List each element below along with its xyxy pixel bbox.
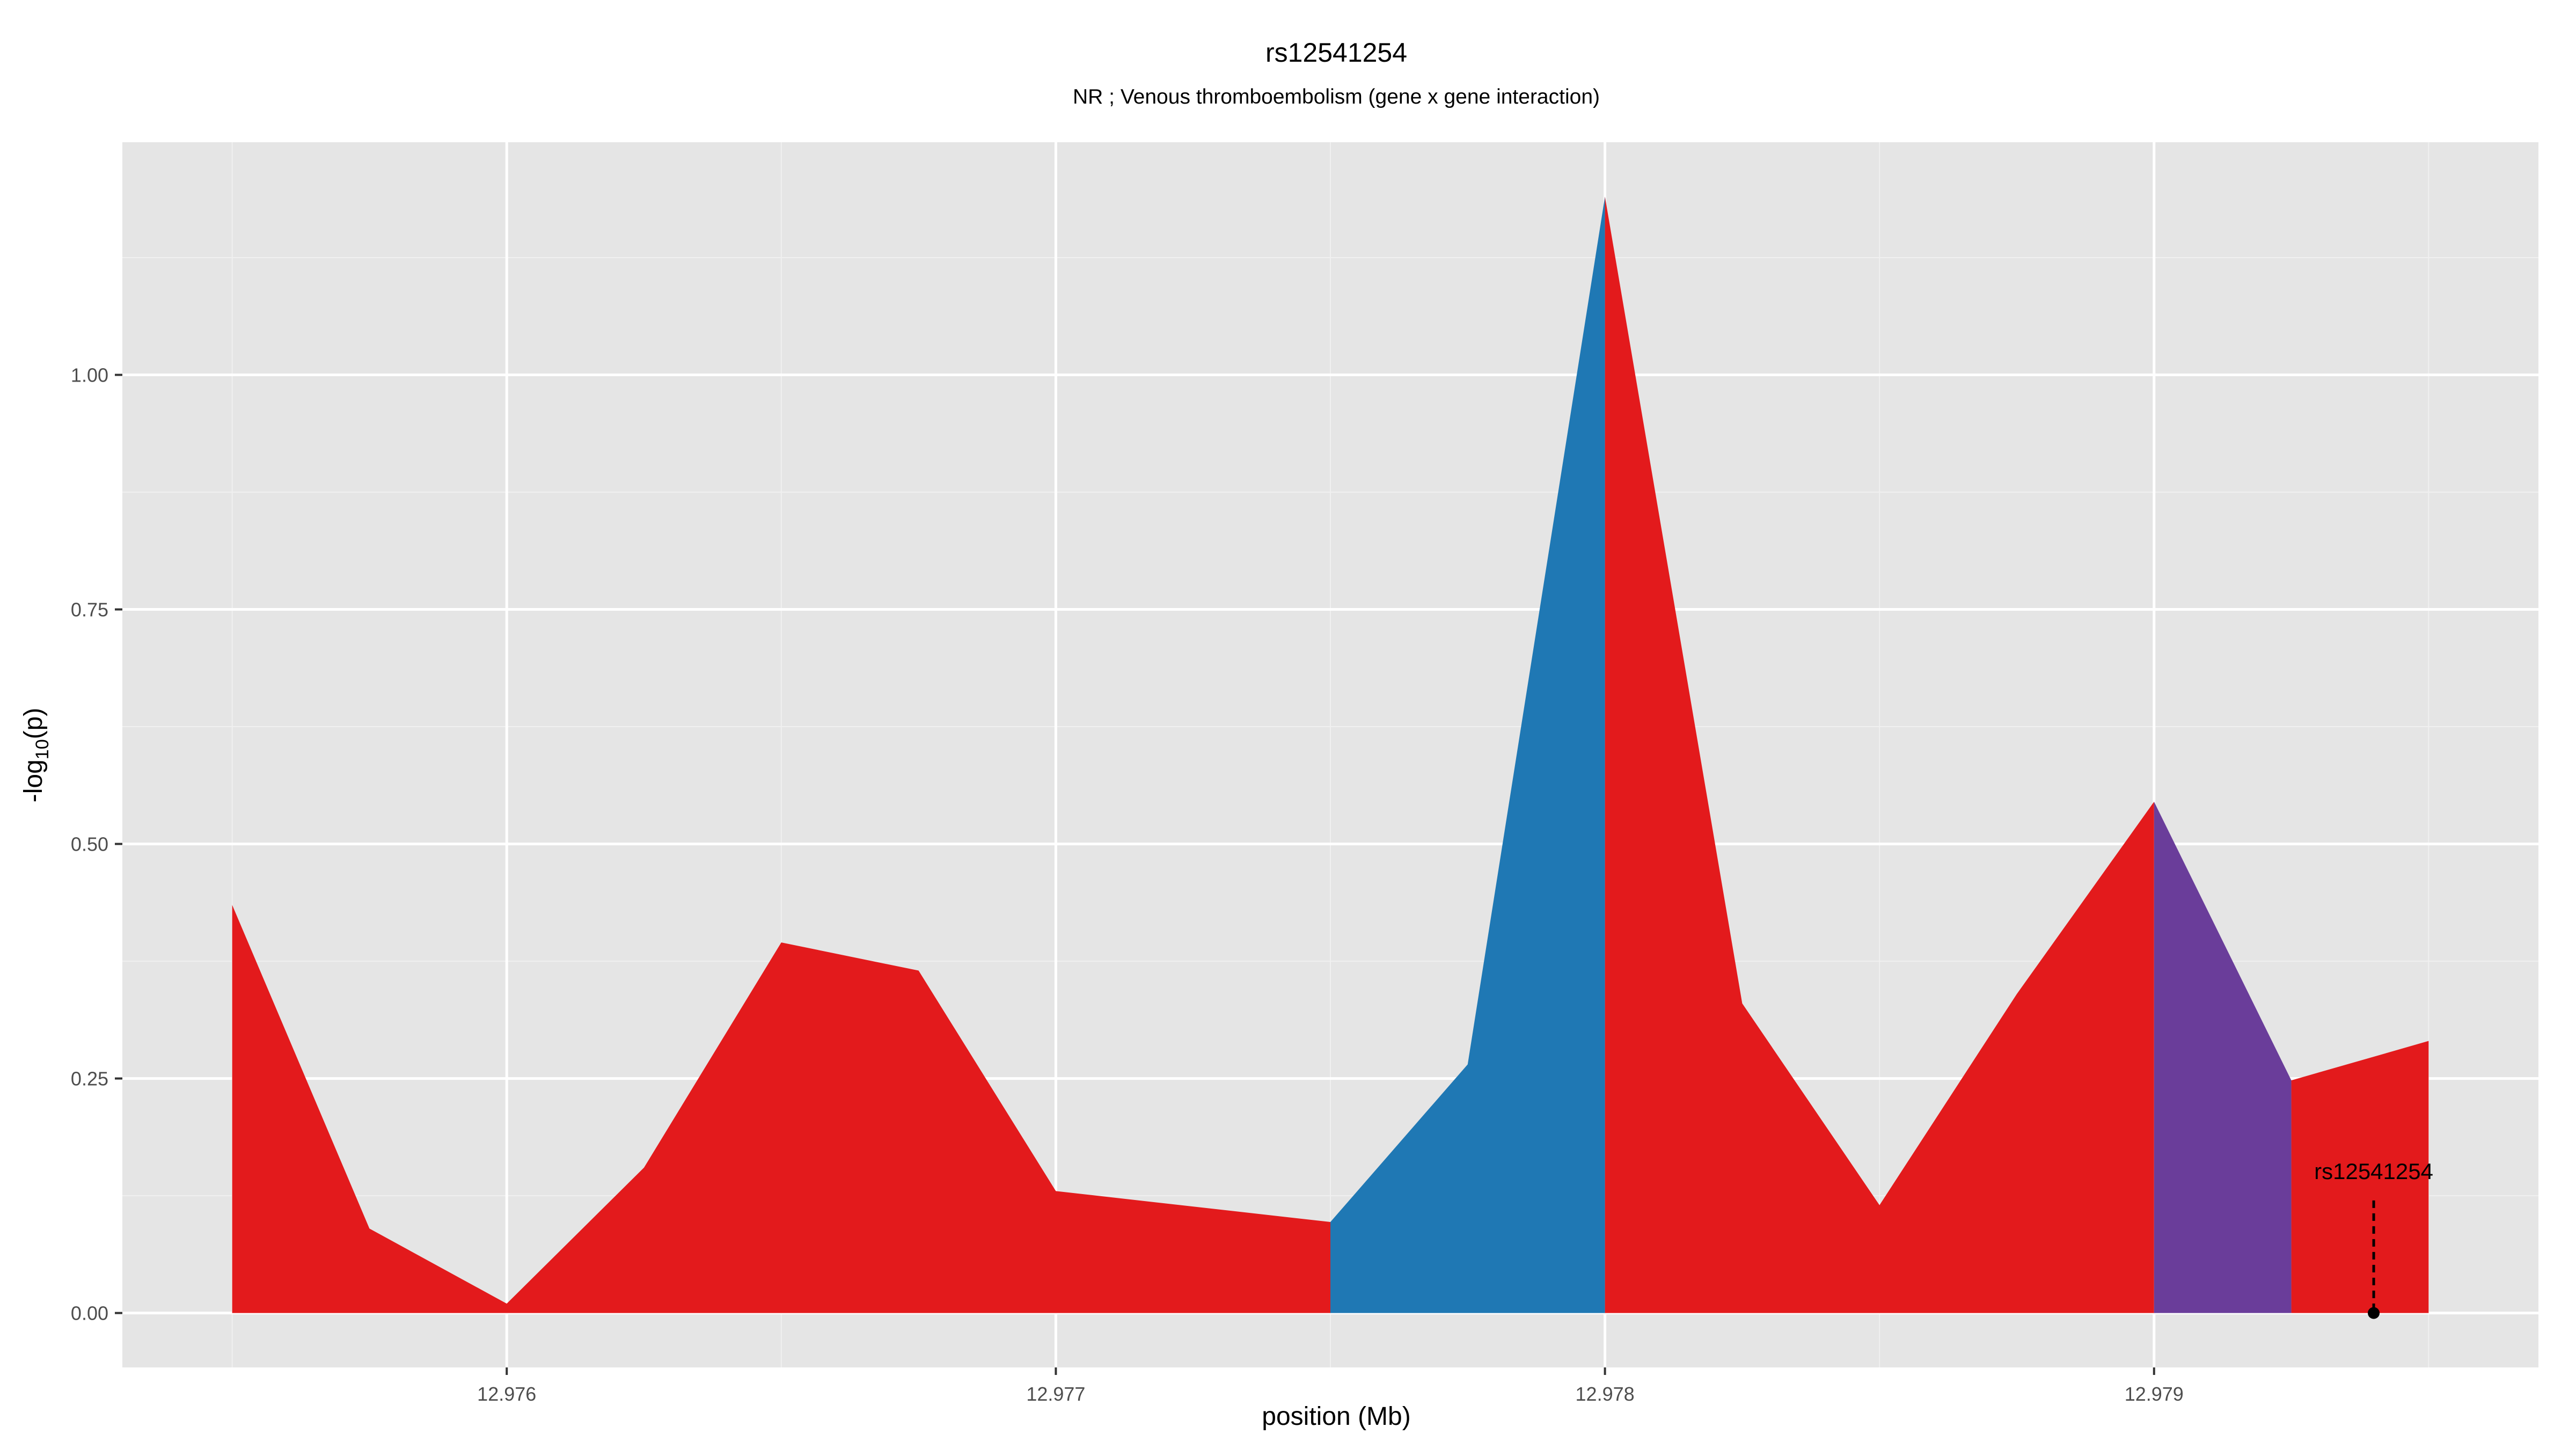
y-axis-title-prefix: -log <box>19 759 48 802</box>
area-segment-red <box>232 905 1330 1313</box>
y-axis-title-subscript: 10 <box>32 739 53 759</box>
y-tick-label: 0.75 <box>71 599 108 621</box>
area-series <box>232 196 2429 1313</box>
chart-title: rs12541254 <box>1265 38 1407 68</box>
x-axis-title: position (Mb) <box>1262 1402 1410 1431</box>
y-tick-label: 0.00 <box>71 1302 108 1324</box>
axes: 12.976 12.977 12.978 12.979 0.00 0.25 0.50 0.75… <box>71 364 2184 1405</box>
area-segment-red <box>2291 1041 2429 1313</box>
x-tick-label: 12.977 <box>1026 1383 1085 1405</box>
y-axis-title: -log10(p) <box>19 708 53 803</box>
area-segment-red <box>1605 196 2154 1313</box>
y-axis-title-suffix: (p) <box>19 708 48 740</box>
snp-annotation: rs12541254 <box>2314 1159 2433 1319</box>
y-tick-label: 0.50 <box>71 833 108 855</box>
x-tick-label: 12.978 <box>1576 1383 1635 1405</box>
y-tick-label: 0.25 <box>71 1068 108 1090</box>
annotation-label: rs12541254 <box>2314 1159 2433 1184</box>
x-tick-label: 12.979 <box>2125 1383 2184 1405</box>
chart-subtitle: NR ; Venous thromboembolism (gene x gene… <box>1073 85 1600 108</box>
annotation-point <box>2368 1307 2380 1319</box>
y-tick-label: 1.00 <box>71 364 108 386</box>
x-tick-label: 12.976 <box>477 1383 536 1405</box>
area-segment-purple <box>2154 801 2292 1313</box>
area-segment-blue <box>1330 196 1605 1313</box>
